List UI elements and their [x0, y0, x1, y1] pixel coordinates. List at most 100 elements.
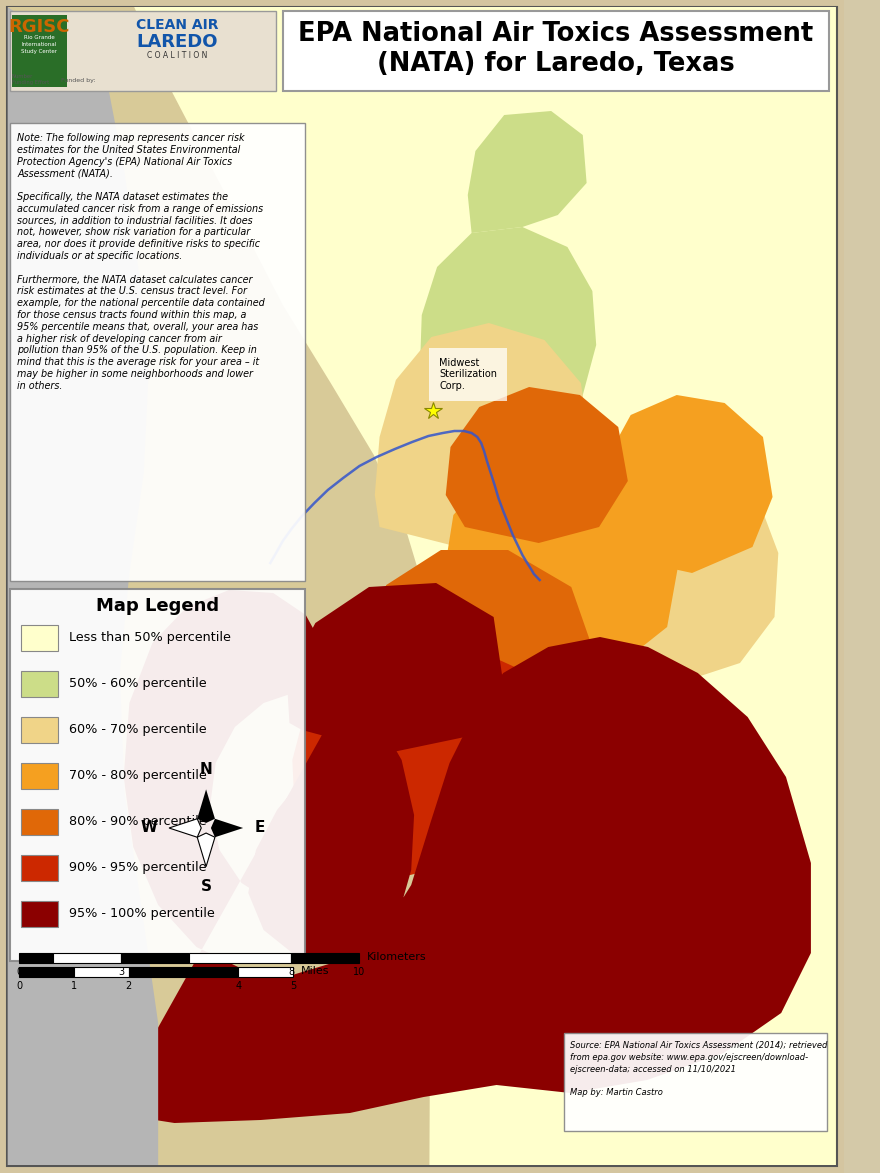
FancyBboxPatch shape	[10, 589, 304, 961]
Text: may be higher in some neighborhoods and lower: may be higher in some neighborhoods and …	[18, 369, 253, 379]
Text: 0: 0	[16, 967, 22, 977]
FancyBboxPatch shape	[291, 952, 359, 963]
Polygon shape	[197, 833, 215, 867]
Text: 5: 5	[290, 981, 296, 991]
Text: Less than 50% percentile: Less than 50% percentile	[69, 631, 231, 644]
Text: E: E	[255, 820, 266, 835]
Polygon shape	[354, 550, 594, 779]
Text: 1: 1	[71, 981, 77, 991]
Text: Furthermore, the NATA dataset calculates cancer: Furthermore, the NATA dataset calculates…	[18, 274, 253, 285]
Text: ejscreen-data; accessed on 11/10/2021: ejscreen-data; accessed on 11/10/2021	[570, 1065, 737, 1073]
Text: (NATA) for Laredo, Texas: (NATA) for Laredo, Texas	[377, 50, 735, 77]
FancyBboxPatch shape	[21, 671, 57, 697]
Text: from epa.gov website: www.epa.gov/ejscreen/download-: from epa.gov website: www.epa.gov/ejscre…	[570, 1053, 809, 1062]
Text: Rio Grande: Rio Grande	[24, 35, 55, 40]
FancyBboxPatch shape	[0, 0, 844, 1173]
FancyBboxPatch shape	[282, 11, 829, 91]
Text: risk estimates at the U.S. census tract level. For: risk estimates at the U.S. census tract …	[18, 286, 247, 297]
Text: area, nor does it provide definitive risks to specific: area, nor does it provide definitive ris…	[18, 239, 260, 249]
Polygon shape	[443, 450, 678, 677]
Text: S: S	[201, 879, 211, 894]
Polygon shape	[134, 7, 836, 1165]
Text: C O A L I T I O N: C O A L I T I O N	[147, 50, 208, 60]
Text: in others.: in others.	[18, 381, 62, 391]
Polygon shape	[420, 228, 597, 429]
FancyBboxPatch shape	[21, 901, 57, 927]
Text: Note: The following map represents cancer risk: Note: The following map represents cance…	[18, 133, 245, 143]
Text: 95% - 100% percentile: 95% - 100% percentile	[69, 908, 215, 921]
Text: Protection Agency's (EPA) National Air Toxics: Protection Agency's (EPA) National Air T…	[18, 157, 232, 167]
FancyBboxPatch shape	[11, 15, 67, 87]
Text: pollution than 95% of the U.S. population. Keep in: pollution than 95% of the U.S. populatio…	[18, 345, 257, 355]
FancyBboxPatch shape	[21, 717, 57, 743]
FancyBboxPatch shape	[19, 967, 74, 977]
Polygon shape	[211, 819, 243, 838]
Polygon shape	[110, 590, 810, 1123]
FancyBboxPatch shape	[21, 809, 57, 835]
Text: Source: EPA National Air Toxics Assessment (2014); retrieved: Source: EPA National Air Toxics Assessme…	[570, 1040, 828, 1050]
Text: Miles: Miles	[301, 967, 329, 976]
Text: Number
Funding Effort: Number Funding Effort	[11, 74, 48, 84]
Text: Map by: Martin Castro: Map by: Martin Castro	[570, 1089, 664, 1097]
FancyBboxPatch shape	[19, 952, 53, 963]
Text: 60% - 70% percentile: 60% - 70% percentile	[69, 724, 207, 737]
Text: 0: 0	[16, 981, 22, 991]
Polygon shape	[605, 395, 773, 572]
FancyBboxPatch shape	[10, 11, 276, 91]
Text: 3: 3	[118, 967, 124, 977]
Text: Funded by:: Funded by:	[62, 77, 96, 83]
Text: Assessment (NATA).: Assessment (NATA).	[18, 169, 114, 178]
FancyBboxPatch shape	[21, 855, 57, 881]
Text: 10: 10	[354, 967, 365, 977]
Polygon shape	[574, 443, 778, 685]
Text: estimates for the United States Environmental: estimates for the United States Environm…	[18, 144, 240, 155]
Text: 50% - 60% percentile: 50% - 60% percentile	[69, 678, 207, 691]
Polygon shape	[8, 7, 836, 1165]
Text: Map Legend: Map Legend	[96, 597, 219, 615]
Text: RGISC: RGISC	[9, 18, 70, 36]
Text: 2: 2	[126, 981, 132, 991]
Text: Specifically, the NATA dataset estimates the: Specifically, the NATA dataset estimates…	[18, 192, 228, 202]
Text: N: N	[200, 762, 212, 777]
Polygon shape	[287, 583, 503, 753]
Text: EPA National Air Toxics Assessment: EPA National Air Toxics Assessment	[298, 21, 814, 47]
Text: 90% - 95% percentile: 90% - 95% percentile	[69, 861, 207, 875]
Text: 5: 5	[187, 967, 193, 977]
FancyBboxPatch shape	[563, 1033, 827, 1131]
Text: 95% percentile means that, overall, your area has: 95% percentile means that, overall, your…	[18, 321, 259, 332]
FancyBboxPatch shape	[7, 7, 837, 1166]
Text: individuals or at specific locations.: individuals or at specific locations.	[18, 251, 182, 262]
Polygon shape	[197, 789, 215, 823]
Polygon shape	[375, 323, 590, 545]
Polygon shape	[468, 111, 587, 233]
Polygon shape	[8, 7, 836, 1165]
Text: CLEAN AIR: CLEAN AIR	[136, 18, 218, 32]
Text: 8: 8	[289, 967, 295, 977]
Text: International: International	[22, 42, 57, 47]
Text: Study Center: Study Center	[21, 49, 57, 54]
FancyBboxPatch shape	[53, 952, 121, 963]
Polygon shape	[445, 387, 627, 543]
Text: a higher risk of developing cancer from air: a higher risk of developing cancer from …	[18, 333, 222, 344]
FancyBboxPatch shape	[121, 952, 189, 963]
Text: for those census tracts found within this map, a: for those census tracts found within thi…	[18, 310, 246, 320]
Polygon shape	[292, 633, 544, 875]
Text: 4: 4	[235, 981, 241, 991]
Text: Midwest
Sterilization
Corp.: Midwest Sterilization Corp.	[439, 358, 497, 391]
Text: example, for the national percentile data contained: example, for the national percentile dat…	[18, 298, 265, 308]
FancyBboxPatch shape	[189, 952, 291, 963]
FancyBboxPatch shape	[128, 967, 238, 977]
Text: not, however, show risk variation for a particular: not, however, show risk variation for a …	[18, 228, 251, 237]
FancyBboxPatch shape	[238, 967, 293, 977]
FancyBboxPatch shape	[21, 762, 57, 789]
Text: 70% - 80% percentile: 70% - 80% percentile	[69, 769, 207, 782]
FancyBboxPatch shape	[21, 625, 57, 651]
Text: Kilometers: Kilometers	[367, 952, 427, 962]
Text: LAREDO: LAREDO	[136, 33, 218, 50]
Text: sources, in addition to industrial facilities. It does: sources, in addition to industrial facil…	[18, 216, 253, 225]
Text: W: W	[140, 820, 158, 835]
Text: accumulated cancer risk from a range of emissions: accumulated cancer risk from a range of …	[18, 204, 263, 213]
FancyBboxPatch shape	[74, 967, 128, 977]
Text: 1: 1	[50, 967, 56, 977]
Polygon shape	[169, 819, 202, 838]
